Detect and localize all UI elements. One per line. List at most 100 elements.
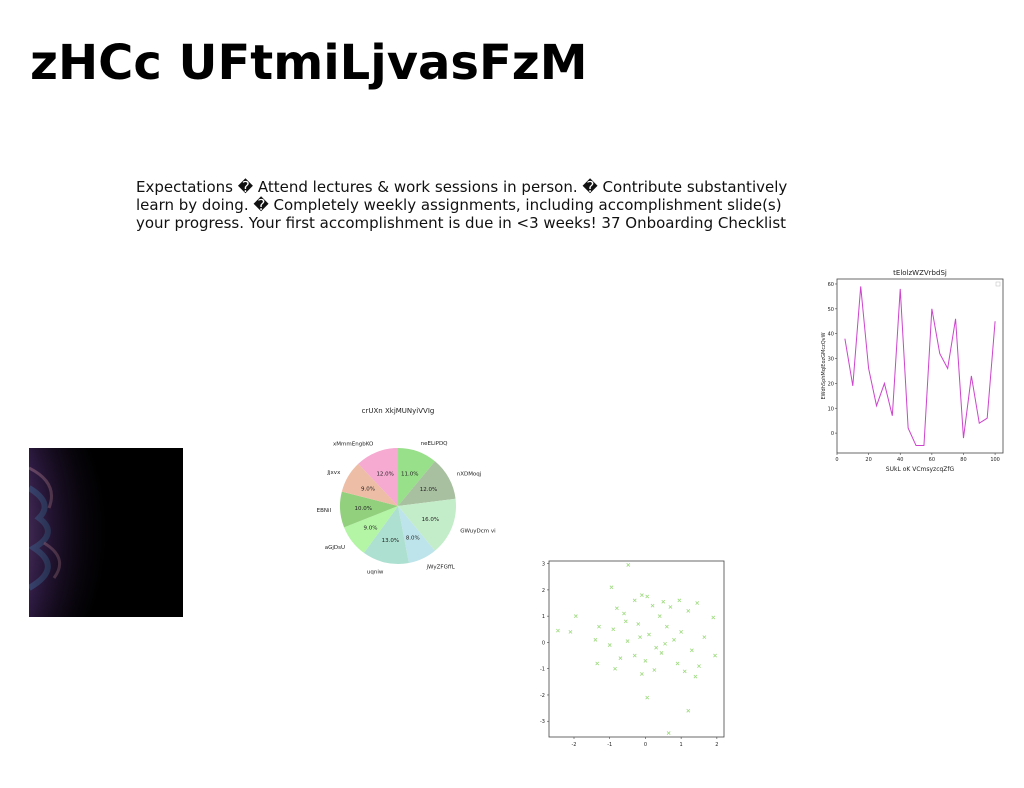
scatter-point bbox=[651, 604, 654, 607]
scatter-point bbox=[667, 731, 670, 734]
scatter-point bbox=[644, 659, 647, 662]
scatter-point bbox=[647, 633, 650, 636]
pie-slice-percent: 11.0% bbox=[401, 471, 418, 477]
slide-body-text: Expectations � Attend lectures & work se… bbox=[136, 178, 776, 232]
pie-slice-percent: 13.0% bbox=[382, 538, 399, 544]
pie-slice-label: nXDMoqj bbox=[457, 472, 482, 478]
line-chart-legend bbox=[996, 282, 1000, 286]
scatter-point bbox=[638, 636, 641, 639]
x-tick-label: 2 bbox=[715, 742, 718, 748]
pie-slice-label: neELiPDQ bbox=[421, 441, 448, 447]
scatter-point bbox=[662, 600, 665, 603]
slide-title: zHCc UFtmiLjvasFzM bbox=[30, 34, 587, 92]
scatter-point bbox=[597, 625, 600, 628]
body-line: Expectations � Attend lectures & work se… bbox=[136, 178, 776, 196]
scatter-point bbox=[712, 616, 715, 619]
pie-slice-label: Jjxvx bbox=[326, 470, 341, 476]
scatter-point bbox=[663, 642, 666, 645]
x-tick-label: 20 bbox=[865, 457, 871, 463]
scatter-point bbox=[672, 638, 675, 641]
y-tick-label: 3 bbox=[542, 562, 545, 568]
scatter-point bbox=[626, 640, 629, 643]
scatter-point bbox=[660, 651, 663, 654]
pie-slice-percent: 9.0% bbox=[364, 525, 378, 531]
pie-slice-percent: 8.0% bbox=[406, 535, 420, 541]
scatter-point bbox=[556, 629, 559, 632]
y-tick-label: 50 bbox=[828, 307, 834, 313]
y-tick-label: 0 bbox=[831, 431, 834, 437]
scatter-point bbox=[696, 601, 699, 604]
y-tick-label: 2 bbox=[542, 588, 545, 594]
scatter-point bbox=[633, 599, 636, 602]
line-series bbox=[845, 286, 995, 445]
pie-slice-label: aGjDsU bbox=[325, 545, 345, 551]
scatter-point bbox=[622, 612, 625, 615]
scatter-point bbox=[608, 643, 611, 646]
scatter-point bbox=[683, 670, 686, 673]
planet-graphic bbox=[29, 448, 183, 617]
y-tick-label: 0 bbox=[542, 640, 545, 646]
scatter-point bbox=[697, 664, 700, 667]
y-tick-label: -2 bbox=[540, 693, 545, 699]
scatter-point bbox=[596, 662, 599, 665]
scatter-point bbox=[703, 636, 706, 639]
pie-slice-label: GWuyDcm vi bbox=[460, 529, 496, 535]
pie-slice-percent: 9.0% bbox=[361, 486, 375, 492]
scatter-point bbox=[694, 675, 697, 678]
x-tick-label: 1 bbox=[680, 742, 683, 748]
pie-slice-percent: 10.0% bbox=[355, 506, 372, 512]
scatter-point bbox=[619, 657, 622, 660]
pie-slice-label: EBNiI bbox=[317, 508, 332, 514]
scatter-point bbox=[665, 625, 668, 628]
y-tick-label: -3 bbox=[540, 719, 545, 725]
line-chart-title: tElolzWZVrbdSj bbox=[893, 269, 947, 277]
scatter-point bbox=[612, 628, 615, 631]
body-line: your progress. Your first accomplishment… bbox=[136, 214, 776, 232]
scatter-point bbox=[655, 646, 658, 649]
pie-slice-label: xMmmEngbKO bbox=[333, 442, 374, 448]
scatter-point bbox=[574, 615, 577, 618]
scatter-point bbox=[653, 668, 656, 671]
y-tick-label: 20 bbox=[828, 381, 834, 387]
pie-slice-label: jWyZFGffL bbox=[426, 565, 456, 571]
x-tick-label: 0 bbox=[835, 457, 838, 463]
line-chart-frame bbox=[837, 279, 1003, 453]
scatter-point bbox=[676, 662, 679, 665]
x-tick-label: -2 bbox=[572, 742, 577, 748]
y-tick-label: 30 bbox=[828, 357, 834, 363]
scatter-point bbox=[646, 595, 649, 598]
scatter-point bbox=[658, 615, 661, 618]
scatter-chart: -2 -1 0 1 2 -3 -2 -1 0 1 2 3 bbox=[525, 555, 730, 755]
scatter-point bbox=[637, 622, 640, 625]
y-tick-label: 40 bbox=[828, 332, 834, 338]
x-tick-label: 40 bbox=[897, 457, 903, 463]
scatter-point bbox=[610, 586, 613, 589]
scatter-point bbox=[687, 709, 690, 712]
y-tick-label: 60 bbox=[828, 282, 834, 288]
pie-slice-percent: 12.0% bbox=[420, 487, 437, 493]
scatter-point bbox=[640, 672, 643, 675]
scatter-point bbox=[678, 599, 681, 602]
scatter-point bbox=[646, 696, 649, 699]
scatter-point bbox=[594, 638, 597, 641]
line-chart: tElolzWZVrbdSj 0 20 40 60 80 1000102030405060… bbox=[815, 265, 1010, 475]
scatter-point bbox=[680, 630, 683, 633]
scatter-point bbox=[624, 620, 627, 623]
x-tick-label: 60 bbox=[929, 457, 935, 463]
scatter-point bbox=[640, 594, 643, 597]
line-chart-ylabel: EWdhSphMqlEozGMczQvW bbox=[821, 332, 827, 399]
scatter-point bbox=[713, 654, 716, 657]
y-tick-label: -1 bbox=[540, 667, 545, 673]
pie-slice-percent: 12.0% bbox=[376, 472, 393, 478]
pie-chart: crUXn XkjMUNyiVVIg 11.0% neELiPDQ 12.0% nXD… bbox=[300, 400, 510, 600]
scatter-point bbox=[669, 605, 672, 608]
planet-image bbox=[29, 448, 183, 617]
scatter-point bbox=[615, 607, 618, 610]
scatter-point bbox=[569, 630, 572, 633]
pie-slice-label: uqniw bbox=[367, 569, 384, 575]
line-chart-xlabel: SUkL oK VCmsyzcqZfG bbox=[886, 466, 955, 473]
scatter-point bbox=[690, 649, 693, 652]
body-line: learn by doing. � Completely weekly assi… bbox=[136, 196, 776, 214]
scatter-point bbox=[613, 667, 616, 670]
scatter-point bbox=[627, 563, 630, 566]
